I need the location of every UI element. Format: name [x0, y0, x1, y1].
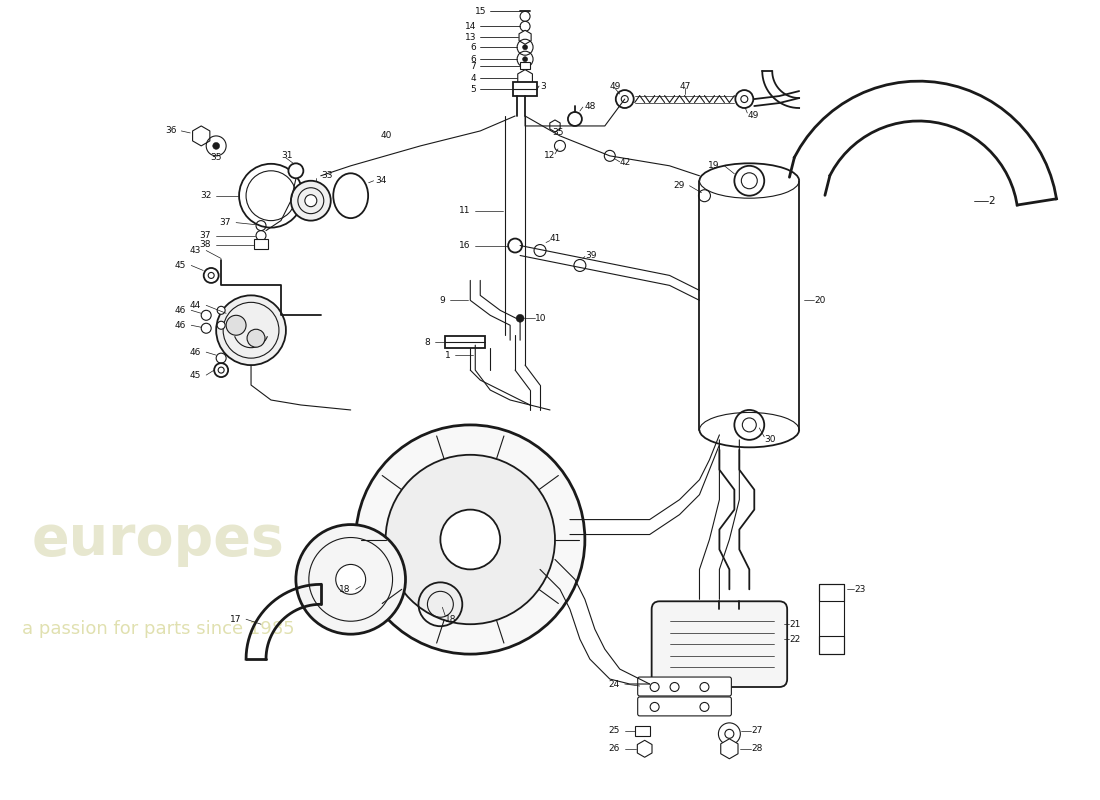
FancyBboxPatch shape — [638, 677, 732, 696]
Text: 11: 11 — [459, 206, 471, 215]
Circle shape — [212, 142, 220, 150]
Text: 6: 6 — [471, 54, 476, 64]
Text: 43: 43 — [190, 246, 201, 255]
Circle shape — [336, 565, 365, 594]
Circle shape — [355, 425, 585, 654]
Text: 36: 36 — [165, 126, 176, 135]
Text: 39: 39 — [585, 251, 596, 260]
Circle shape — [520, 11, 530, 22]
Circle shape — [217, 322, 226, 330]
Text: 25: 25 — [608, 726, 619, 735]
Text: 7: 7 — [471, 62, 476, 70]
Text: 49: 49 — [609, 82, 622, 90]
Bar — [820, 584, 844, 654]
Circle shape — [522, 45, 528, 50]
Text: 46: 46 — [175, 306, 186, 315]
Text: 22: 22 — [789, 634, 801, 644]
FancyBboxPatch shape — [651, 602, 788, 687]
Text: 45: 45 — [175, 261, 186, 270]
Bar — [446, 336, 485, 348]
Text: 12: 12 — [543, 151, 556, 160]
Text: 2: 2 — [989, 196, 996, 206]
Text: 29: 29 — [673, 182, 684, 190]
Circle shape — [305, 194, 317, 206]
Text: a passion for parts since 1985: a passion for parts since 1985 — [22, 620, 295, 638]
Bar — [254, 238, 268, 249]
Circle shape — [217, 306, 226, 314]
Text: 38: 38 — [200, 240, 211, 249]
Text: 19: 19 — [708, 162, 719, 170]
Circle shape — [386, 455, 556, 624]
Text: 4: 4 — [471, 74, 476, 82]
Text: 44: 44 — [190, 301, 201, 310]
Text: 46: 46 — [175, 321, 186, 330]
Text: 8: 8 — [425, 338, 430, 346]
Text: 37: 37 — [220, 218, 231, 227]
Text: 34: 34 — [375, 176, 387, 186]
Text: 1: 1 — [444, 350, 450, 360]
Text: 42: 42 — [619, 158, 631, 167]
Text: 46: 46 — [190, 348, 201, 357]
Text: 35: 35 — [552, 129, 563, 138]
Circle shape — [217, 295, 286, 365]
Circle shape — [440, 510, 500, 570]
Text: 15: 15 — [475, 7, 486, 16]
Text: 45: 45 — [190, 370, 201, 379]
Text: 24: 24 — [608, 679, 619, 689]
Text: 9: 9 — [440, 296, 446, 305]
Circle shape — [296, 525, 406, 634]
Circle shape — [288, 163, 304, 178]
Text: 31: 31 — [280, 151, 293, 160]
Text: 14: 14 — [465, 22, 476, 31]
Text: 16: 16 — [459, 241, 471, 250]
Circle shape — [554, 141, 565, 151]
Circle shape — [725, 730, 734, 738]
Text: 35: 35 — [210, 154, 222, 162]
Circle shape — [227, 315, 246, 335]
Text: 10: 10 — [535, 314, 547, 322]
Bar — [635, 726, 650, 736]
Text: 48: 48 — [585, 102, 596, 110]
Circle shape — [516, 314, 524, 322]
Circle shape — [604, 150, 615, 162]
Text: 3: 3 — [540, 82, 546, 90]
Bar — [820, 636, 844, 654]
Text: 27: 27 — [751, 726, 762, 735]
Circle shape — [535, 245, 546, 257]
Bar — [513, 82, 537, 96]
Circle shape — [522, 57, 528, 62]
Text: 30: 30 — [764, 435, 776, 444]
Text: 41: 41 — [550, 234, 561, 243]
Text: 28: 28 — [751, 744, 762, 754]
Text: 13: 13 — [465, 33, 476, 42]
Text: 18: 18 — [446, 614, 456, 624]
Text: 33: 33 — [321, 171, 332, 180]
Circle shape — [248, 330, 265, 347]
Text: 5: 5 — [471, 85, 476, 94]
Text: 37: 37 — [200, 231, 211, 240]
Circle shape — [520, 22, 530, 31]
Text: 6: 6 — [471, 42, 476, 52]
Text: 18: 18 — [339, 585, 351, 594]
Text: 23: 23 — [854, 585, 866, 594]
FancyBboxPatch shape — [638, 697, 732, 716]
Circle shape — [568, 112, 582, 126]
Text: europes: europes — [32, 513, 285, 566]
Text: 20: 20 — [814, 296, 825, 305]
Text: 40: 40 — [381, 131, 392, 141]
Text: 26: 26 — [608, 744, 619, 754]
Bar — [520, 62, 530, 69]
Text: 17: 17 — [230, 614, 241, 624]
Text: 21: 21 — [789, 620, 801, 629]
Text: 47: 47 — [680, 82, 691, 90]
Text: 49: 49 — [747, 111, 759, 121]
Bar — [820, 584, 844, 602]
Circle shape — [508, 238, 522, 253]
Circle shape — [290, 181, 331, 221]
Circle shape — [574, 259, 586, 271]
Text: 32: 32 — [200, 191, 211, 200]
